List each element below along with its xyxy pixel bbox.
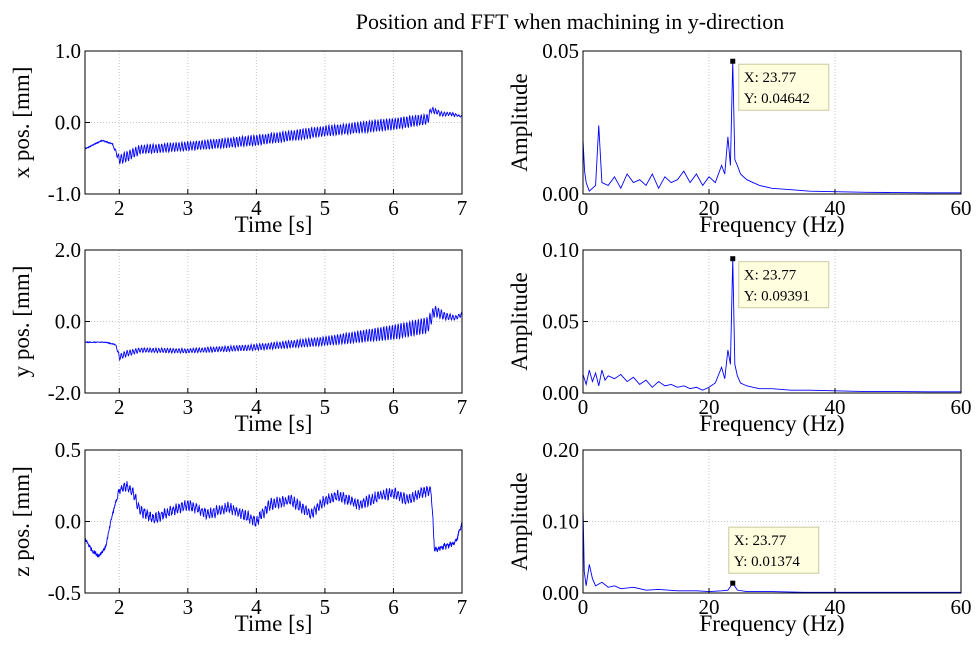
panel-4-datatip-text-1: Y: 0.09391 [744, 289, 810, 305]
panel-1-xtick-label-5: 7 [457, 196, 468, 220]
panel-2-ylabel: Amplitude [507, 73, 532, 171]
panel-6: 0 20 40 60 0.00 0.10 0.20 Frequency (Hz) Amplitu… [507, 438, 972, 636]
panel-6-datatip-box [728, 526, 820, 574]
panel-1-xtick-label-3: 5 [320, 196, 331, 220]
panel-4-xtick-label-1: 20 [699, 395, 720, 419]
panel-2-datatip-box [738, 63, 830, 111]
panel-5-xtick-label-4: 6 [388, 595, 399, 619]
figure-title: Position and FFT when machining in y-dir… [356, 9, 785, 34]
panel-1-ylabel: x pos. [mm] [9, 67, 34, 179]
panel-1-xtick-label-4: 6 [388, 196, 399, 220]
panel-5-xtick-label-1: 3 [183, 595, 194, 619]
panel-4-datatip-box [738, 261, 830, 309]
panel-6-ytick-label-2: 0.20 [542, 438, 579, 462]
panel-6-xtick-label-3: 60 [951, 595, 972, 619]
panel-1-xlabel: Time [s] [235, 212, 313, 237]
panel-5-ytick-label-0: -0.5 [48, 581, 81, 605]
panel-2-ytick-label-0: 0.00 [542, 182, 579, 206]
panel-1-plot-area [85, 51, 462, 194]
panel-6-xlabel: Frequency (Hz) [700, 611, 845, 636]
panel-4-xtick-label-2: 40 [825, 395, 846, 419]
panel-3-xtick-label-5: 7 [457, 395, 468, 419]
panel-2-axes-frame [582, 50, 962, 195]
panel-6-series-line-0 [583, 507, 961, 593]
panel-2-xtick-label-0: 0 [578, 196, 589, 220]
panel-1-ytick-label-2: 1.0 [55, 39, 81, 63]
panel-1: 2 3 4 5 6 7 -1.0 0.0 1.0 Time [s] x pos. [mm] [9, 39, 467, 237]
panel-3-xtick-label-4: 6 [388, 395, 399, 419]
panel-5-xtick-label-0: 2 [114, 595, 125, 619]
panel-5-xtick-label-5: 7 [457, 595, 468, 619]
panel-1-xtick-label-1: 3 [183, 196, 194, 220]
panel-3-ytick-label-2: 2.0 [55, 238, 81, 262]
panel-6-xtick-label-1: 20 [699, 595, 720, 619]
panel-5: 2 3 4 5 6 7 -0.5 0.0 0.5 Time [s] z pos. [mm] [9, 438, 467, 636]
panel-2-series-line-0 [583, 61, 961, 194]
panel-1-xtick-label-0: 2 [114, 196, 125, 220]
panel-4-series-line-0 [583, 258, 961, 393]
panel-6-ylabel: Amplitude [507, 472, 532, 570]
panel-4-ytick-label-2: 0.10 [542, 238, 579, 262]
panel-5-ytick-label-2: 0.5 [55, 438, 81, 462]
panel-5-ytick-label-1: 0.0 [55, 510, 81, 534]
panel-2-datatip-text-0: X: 23.77 [744, 70, 797, 86]
panel-5-xtick-label-3: 5 [320, 595, 331, 619]
panel-4-ytick-label-0: 0.00 [542, 381, 579, 405]
panel-2-xtick-label-3: 60 [951, 196, 972, 220]
panel-5-series-line-0 [85, 481, 462, 558]
panel-3-xtick-label-0: 2 [114, 395, 125, 419]
panel-5-plot-area [85, 450, 462, 593]
panel-1-ytick-label-1: 0.0 [55, 111, 81, 135]
panel-6-ytick-label-1: 0.10 [542, 510, 579, 534]
panel-6-ytick-label-0: 0.00 [542, 581, 579, 605]
panel-3-xtick-label-1: 3 [183, 395, 194, 419]
panel-4-xlabel: Frequency (Hz) [700, 411, 845, 436]
panel-6-datatip-text-0: X: 23.77 [734, 533, 787, 549]
panel-3-xtick-label-3: 5 [320, 395, 331, 419]
panel-3-ytick-label-1: 0.0 [55, 310, 81, 334]
panel-2-datatip-text-1: Y: 0.04642 [744, 91, 810, 107]
panel-4-datatip-text-0: X: 23.77 [744, 268, 797, 284]
panel-5-xlabel: Time [s] [235, 611, 313, 636]
panel-4-ylabel: Amplitude [507, 272, 532, 370]
panel-2-xlabel: Frequency (Hz) [700, 212, 845, 237]
panel-3-ytick-label-0: -2.0 [48, 381, 81, 405]
panel-4-xtick-label-0: 0 [578, 395, 589, 419]
panel-4-datatip-marker [730, 256, 736, 262]
panel-2: 0 20 40 60 0.00 0.05 Frequency (Hz) Amplitude X:… [507, 39, 972, 237]
panel-6-datatip-text-1: Y: 0.01374 [734, 554, 801, 570]
panel-6-xtick-label-0: 0 [578, 595, 589, 619]
panel-1-xtick-label-2: 4 [251, 196, 262, 220]
panel-2-xtick-label-2: 40 [825, 196, 846, 220]
panel-4-ytick-label-1: 0.05 [542, 310, 579, 334]
panel-2-xtick-label-1: 20 [699, 196, 720, 220]
panel-6-xtick-label-2: 40 [825, 595, 846, 619]
panel-3-plot-area [85, 250, 462, 393]
panel-2-ytick-label-1: 0.05 [542, 39, 579, 63]
panel-4-xtick-label-3: 60 [951, 395, 972, 419]
panel-1-ytick-label-0: -1.0 [48, 182, 81, 206]
panel-4: 0 20 40 60 0.00 0.05 0.10 Frequency (Hz) Amplitu… [507, 238, 972, 436]
panel-5-ylabel: z pos. [mm] [9, 466, 34, 577]
panel-2-datatip-marker [730, 58, 736, 64]
panel-3-series-line-0 [85, 305, 462, 362]
panel-5-xtick-label-2: 4 [251, 595, 262, 619]
panel-3-xtick-label-2: 4 [251, 395, 262, 419]
panel-3-ylabel: y pos. [mm] [9, 266, 34, 378]
panel-1-series-line-0 [85, 106, 462, 165]
panel-3-xlabel: Time [s] [235, 411, 313, 436]
panel-6-datatip-marker [730, 580, 736, 586]
panel-3: 2 3 4 5 6 7 -2.0 0.0 2.0 Time [s] y pos. [mm] [9, 238, 467, 436]
